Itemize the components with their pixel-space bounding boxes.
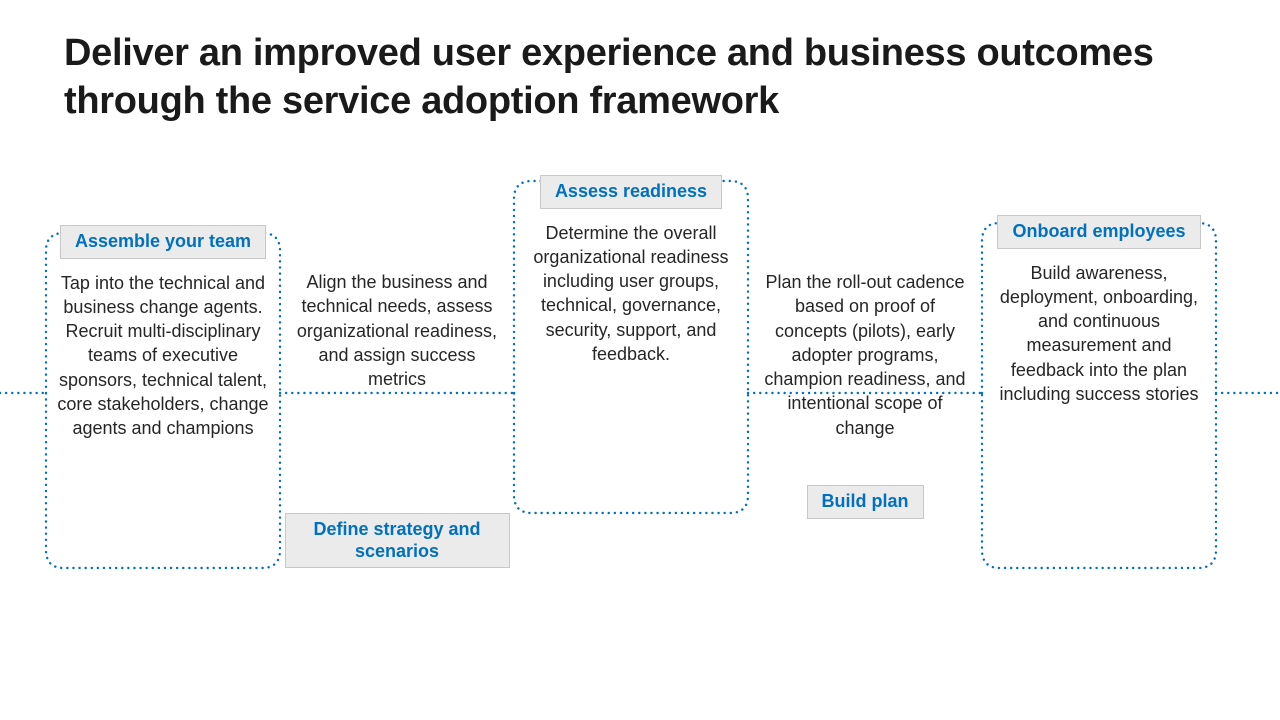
step-5: Onboard employees Build awareness, deploy… [987, 215, 1212, 406]
step-description: Plan the roll-out cadence based on proof… [753, 270, 978, 440]
page-title: Deliver an improved user experience and … [64, 30, 1216, 125]
framework-diagram: Assemble your team Tap into the technical… [0, 175, 1280, 720]
step-2: Align the business and technical needs, … [285, 270, 510, 403]
step-label: Define strategy and scenarios [285, 513, 510, 568]
step-label-wrap: Build plan [753, 485, 978, 519]
step-description: Build awareness, deployment, onboarding,… [987, 261, 1212, 407]
step-description: Determine the overall organizational rea… [519, 221, 744, 367]
step-description: Tap into the technical and business chan… [51, 271, 276, 441]
step-4: Plan the roll-out cadence based on proof… [753, 270, 978, 452]
step-label: Onboard employees [997, 215, 1200, 249]
page: Deliver an improved user experience and … [0, 0, 1280, 720]
step-label: Assess readiness [540, 175, 722, 209]
step-3: Assess readiness Determine the overall or… [519, 175, 744, 366]
step-1: Assemble your team Tap into the technical… [51, 225, 276, 441]
step-label-wrap: Define strategy and scenarios [285, 513, 510, 568]
step-label: Assemble your team [60, 225, 266, 259]
step-label: Build plan [807, 485, 924, 519]
step-description: Align the business and technical needs, … [285, 270, 510, 391]
